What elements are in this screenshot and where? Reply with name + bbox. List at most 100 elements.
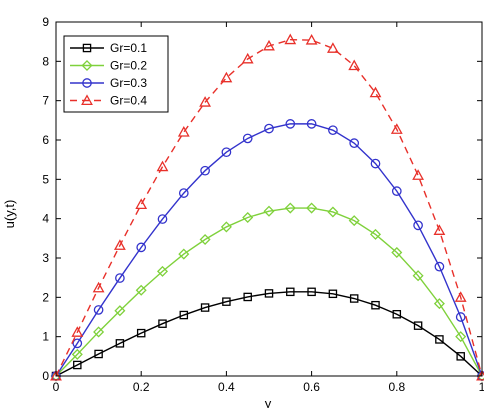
series-1-point: [435, 335, 444, 344]
y-tick-label: 6: [42, 133, 49, 147]
series-4-point: [284, 33, 297, 45]
series-1-point: [264, 289, 274, 298]
x-tick-label: 1: [479, 380, 484, 394]
legend-label-1: Gr=0.1: [110, 41, 147, 55]
series-2-point: [306, 202, 318, 214]
series-4-point: [305, 33, 318, 45]
series-2-point: [391, 246, 403, 259]
y-tick-label: 2: [42, 290, 49, 304]
series-2-point: [178, 248, 190, 260]
y-axis-label: u(y,t): [2, 200, 17, 229]
series-1-point: [222, 297, 231, 306]
series-3-point: [413, 220, 423, 231]
series-3-point: [157, 214, 168, 224]
series-1-point: [115, 339, 125, 348]
series-1-point: [286, 287, 295, 297]
series-1-point: [349, 294, 359, 303]
series-3-point: [328, 125, 338, 136]
series-2-point: [93, 326, 105, 338]
series-4-point: [177, 125, 190, 137]
series-2-point: [156, 265, 169, 277]
series-4-point: [348, 59, 361, 71]
series-3-point: [264, 123, 274, 134]
series-4-point: [326, 42, 339, 53]
series-3-point: [221, 147, 232, 158]
series-3-point: [200, 165, 210, 176]
series-3-point: [93, 305, 104, 315]
series-4-point: [156, 160, 169, 172]
series-4-point: [412, 169, 425, 180]
series-4-point: [92, 281, 105, 293]
plot-area: [50, 33, 484, 382]
series-3-point: [391, 186, 402, 196]
series-1-point: [158, 319, 167, 328]
series-1-point: [179, 310, 189, 320]
y-tick-label: 5: [42, 172, 49, 186]
series-4-point: [454, 291, 467, 302]
series-1-point: [371, 300, 380, 310]
series-2-point: [348, 215, 360, 227]
series-2-point: [220, 221, 232, 233]
series-line-2: [55, 207, 483, 377]
series-4-point: [241, 52, 254, 64]
axes: 0 0.2 0.4 0.6 0.8 1 0 1 2 3 4 5 6 7 8 9: [42, 15, 484, 394]
legend-marker-1: [82, 43, 92, 53]
series-3-point: [72, 338, 83, 349]
y-tick-label: 4: [42, 212, 49, 226]
series-4-point: [113, 239, 126, 250]
series-2-point: [433, 298, 445, 310]
series-4-point: [71, 326, 84, 337]
series-4-point: [390, 123, 403, 134]
series-2-point: [284, 202, 296, 214]
series-4-point: [220, 71, 233, 83]
y-tick-label: 1: [42, 330, 49, 344]
series-line-4: [55, 38, 483, 377]
series-1-point: [243, 292, 252, 302]
x-tick-label: 0.6: [303, 380, 320, 394]
series-1-point: [307, 287, 316, 297]
series-line-1: [55, 291, 483, 377]
y-tick-label: 0: [42, 369, 49, 383]
legend-label-4: Gr=0.4: [110, 94, 147, 108]
series-3-point: [178, 188, 189, 198]
series-2-point: [135, 284, 147, 296]
series-4-point: [263, 39, 275, 51]
series-3-point: [455, 312, 466, 322]
series-4-point: [433, 224, 446, 235]
series-3-point: [136, 242, 147, 253]
legend-label-2: Gr=0.2: [110, 59, 147, 73]
x-axis-label: y: [265, 396, 272, 408]
series-1-point: [392, 309, 402, 319]
series-1-point: [94, 349, 103, 359]
series-2-point: [455, 331, 467, 343]
x-tick-label: 0.8: [388, 380, 405, 394]
series-4-point: [199, 96, 212, 107]
series-2-point: [369, 228, 382, 240]
legend-marker-3: [82, 78, 92, 88]
series-3-point: [242, 133, 253, 144]
series-1-point: [413, 321, 423, 330]
y-tick-label: 7: [42, 94, 49, 108]
series-1-point: [328, 289, 338, 299]
y-tick-label: 9: [42, 15, 49, 29]
x-tick-label: 0.4: [218, 380, 235, 394]
series-3-point: [370, 158, 381, 169]
series-1-point: [73, 360, 82, 370]
series-1-point: [136, 328, 146, 338]
x-tick-label: 0.2: [133, 380, 150, 394]
series-2-point: [114, 305, 126, 317]
series-line-3: [55, 123, 483, 377]
series-2-point: [71, 348, 83, 360]
series-2-point: [412, 270, 424, 282]
legend-label-3: Gr=0.3: [110, 76, 147, 90]
axes-frame: [55, 21, 483, 377]
series-1-point: [456, 352, 465, 361]
series-3-point: [115, 273, 125, 283]
series-4-point: [135, 198, 148, 209]
y-tick-label: 3: [42, 251, 49, 265]
legend-marker-2: [81, 59, 93, 72]
series-1-point: [200, 303, 210, 312]
series-3-point: [285, 119, 296, 129]
